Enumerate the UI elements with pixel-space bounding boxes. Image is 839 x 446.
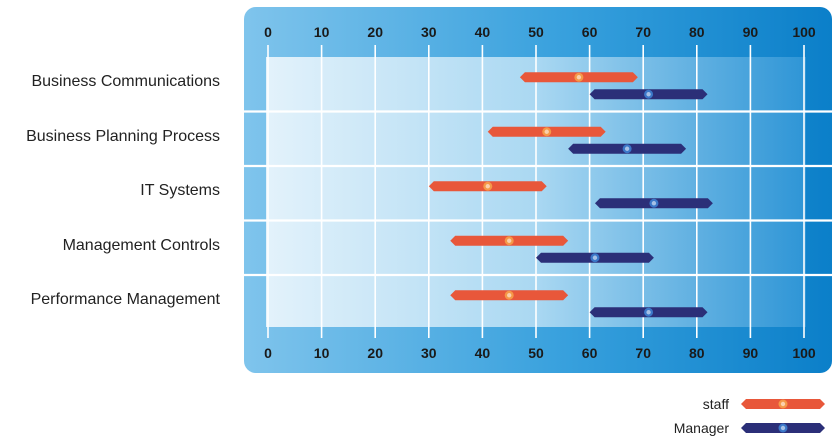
- tick-label-top: 10: [314, 24, 330, 40]
- marker-manager: [644, 307, 654, 317]
- marker-manager: [622, 144, 632, 154]
- series-bars: [428, 72, 713, 318]
- marker-staff: [504, 236, 514, 246]
- tick-label-top: 40: [475, 24, 491, 40]
- tick-label-bottom: 30: [421, 345, 437, 361]
- legend-label-manager: Manager: [673, 420, 729, 436]
- category-label: Performance Management: [30, 291, 220, 309]
- category-label: Management Controls: [62, 236, 220, 254]
- tick-label-top: 80: [689, 24, 705, 40]
- legend-label-staff: staff: [702, 396, 729, 412]
- category-label: Business Communications: [31, 73, 220, 91]
- tick-label-top: 0: [264, 24, 272, 40]
- marker-manager: [644, 89, 654, 99]
- tick-label-top: 30: [421, 24, 437, 40]
- marker-staff: [504, 290, 514, 300]
- marker-staff: [542, 127, 552, 137]
- tick-label-top: 60: [582, 24, 598, 40]
- legend-marker-staff: [778, 399, 788, 409]
- marker-staff: [574, 72, 584, 82]
- tick-label-top: 20: [367, 24, 383, 40]
- tick-label-bottom: 60: [582, 345, 598, 361]
- tick-label-top: 50: [528, 24, 544, 40]
- category-label: IT Systems: [140, 182, 220, 200]
- tick-label-top: 100: [792, 24, 816, 40]
- tick-label-bottom: 70: [635, 345, 651, 361]
- tick-label-bottom: 10: [314, 345, 330, 361]
- legend-marker-manager: [778, 423, 788, 433]
- tick-label-bottom: 0: [264, 345, 272, 361]
- legend-swatches: [741, 399, 825, 433]
- category-label: Business Planning Process: [26, 127, 220, 145]
- tick-label-bottom: 40: [475, 345, 491, 361]
- top-tick-labels: 0 10 20 30 40 50 60 70 80 90 100: [264, 24, 816, 40]
- tick-label-bottom: 20: [367, 345, 383, 361]
- marker-manager: [649, 198, 659, 208]
- bottom-tick-labels: 0 10 20 30 40 50 60 70 80 90 100: [264, 345, 816, 361]
- tick-label-top: 70: [635, 24, 651, 40]
- tick-label-top: 90: [743, 24, 759, 40]
- tick-label-bottom: 100: [792, 345, 816, 361]
- horizontal-gridlines: [244, 110, 832, 277]
- tick-label-bottom: 50: [528, 345, 544, 361]
- tick-label-bottom: 80: [689, 345, 705, 361]
- tick-label-bottom: 90: [743, 345, 759, 361]
- marker-staff: [483, 181, 493, 191]
- marker-manager: [590, 253, 600, 263]
